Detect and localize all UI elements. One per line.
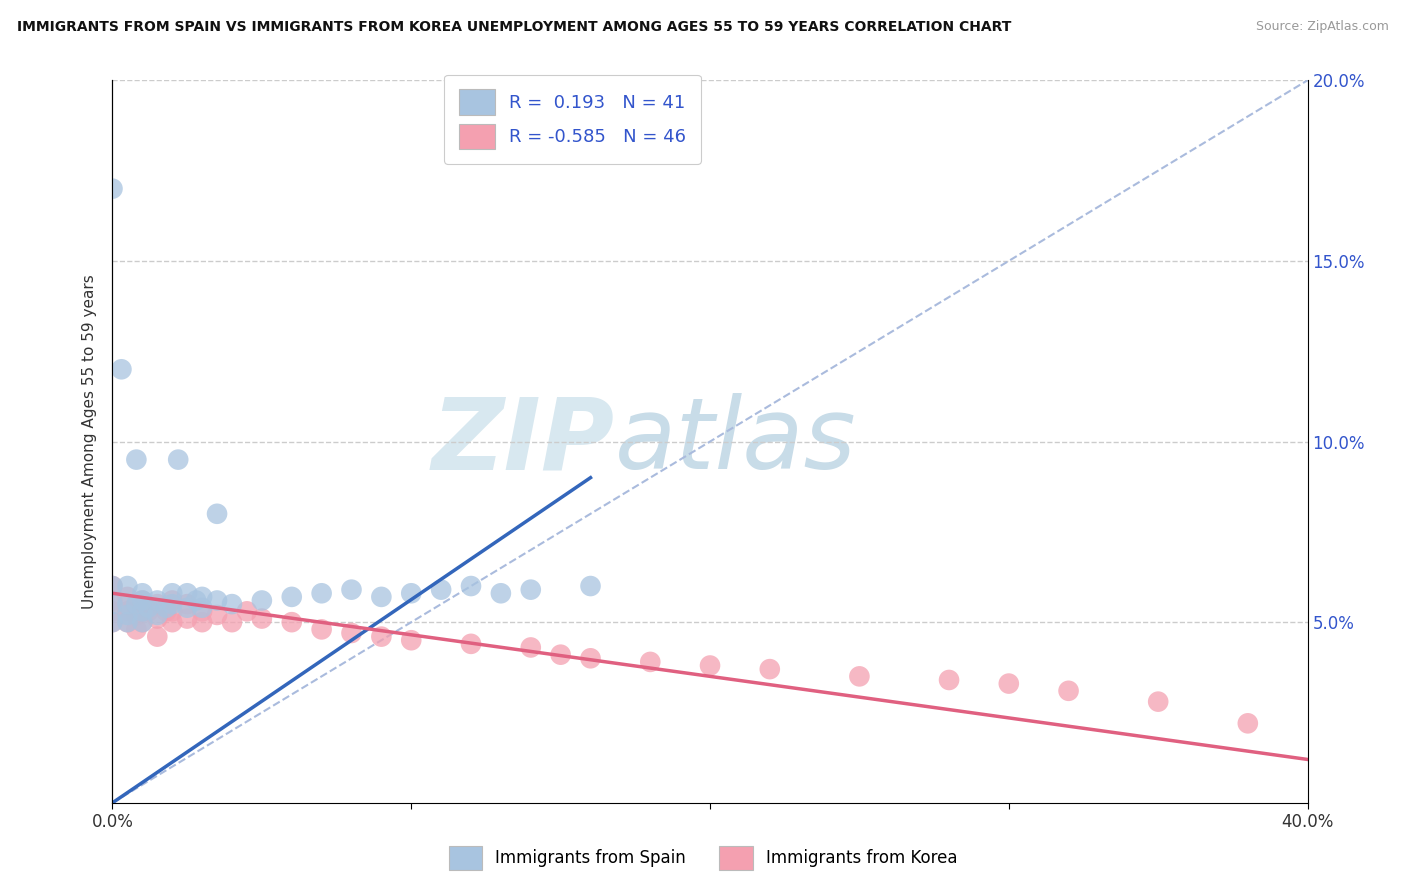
Point [579, 579, 602, 593]
Point [186, 593, 208, 607]
Point [311, 623, 333, 637]
Point [520, 582, 543, 597]
Point [162, 593, 183, 607]
Point [176, 600, 198, 615]
Point [117, 597, 139, 611]
Point [131, 593, 153, 607]
Point [101, 604, 124, 618]
Point [125, 597, 148, 611]
Point [520, 640, 543, 655]
Point [146, 593, 169, 607]
Point [117, 615, 139, 630]
Point [146, 607, 169, 622]
Point [460, 637, 482, 651]
Point [401, 633, 423, 648]
Point [117, 590, 139, 604]
Point [138, 604, 160, 618]
Point [131, 593, 153, 607]
Point [101, 579, 124, 593]
Point [938, 673, 960, 687]
Point [101, 615, 124, 630]
Point [191, 590, 214, 604]
Point [340, 582, 363, 597]
Point [146, 630, 169, 644]
Point [146, 611, 169, 625]
Text: IMMIGRANTS FROM SPAIN VS IMMIGRANTS FROM KOREA UNEMPLOYMENT AMONG AGES 55 TO 59 : IMMIGRANTS FROM SPAIN VS IMMIGRANTS FROM… [17, 20, 1011, 34]
Y-axis label: Unemployment Among Ages 55 to 59 years: Unemployment Among Ages 55 to 59 years [82, 274, 97, 609]
Point [101, 593, 124, 607]
Point [117, 607, 139, 622]
Point [998, 676, 1021, 690]
Point [131, 615, 153, 630]
Point [401, 586, 423, 600]
Point [191, 604, 214, 618]
Point [640, 655, 662, 669]
Point [191, 615, 214, 630]
Point [205, 507, 228, 521]
Point [191, 600, 214, 615]
Point [176, 597, 198, 611]
Point [579, 651, 602, 665]
Point [117, 604, 139, 618]
Legend: R =  0.193   N = 41, R = -0.585   N = 46: R = 0.193 N = 41, R = -0.585 N = 46 [444, 75, 700, 164]
Point [370, 590, 392, 604]
Point [176, 586, 198, 600]
Legend: Immigrants from Spain, Immigrants from Korea: Immigrants from Spain, Immigrants from K… [441, 839, 965, 877]
Text: atlas: atlas [614, 393, 856, 490]
Point [131, 604, 153, 618]
Point [155, 604, 177, 618]
Point [131, 615, 153, 630]
Point [131, 586, 153, 600]
Point [848, 669, 870, 683]
Point [205, 607, 228, 622]
Point [460, 579, 482, 593]
Point [221, 597, 243, 611]
Point [205, 593, 228, 607]
Point [162, 615, 183, 630]
Point [125, 452, 148, 467]
Point [281, 590, 304, 604]
Point [101, 182, 124, 196]
Point [250, 611, 273, 625]
Point [162, 586, 183, 600]
Point [759, 662, 782, 676]
Text: Source: ZipAtlas.com: Source: ZipAtlas.com [1256, 20, 1389, 33]
Point [162, 597, 183, 611]
Text: ZIP: ZIP [432, 393, 614, 490]
Point [489, 586, 512, 600]
Point [221, 615, 243, 630]
Point [125, 607, 148, 622]
Point [101, 597, 124, 611]
Point [1147, 695, 1170, 709]
Point [131, 604, 153, 618]
Point [281, 615, 304, 630]
Point [340, 626, 363, 640]
Point [550, 648, 572, 662]
Point [101, 615, 124, 630]
Point [167, 452, 190, 467]
Point [146, 597, 169, 611]
Point [125, 623, 148, 637]
Point [155, 600, 177, 615]
Point [101, 579, 124, 593]
Point [430, 582, 453, 597]
Point [236, 604, 259, 618]
Point [162, 604, 183, 618]
Point [117, 579, 139, 593]
Point [176, 611, 198, 625]
Point [117, 615, 139, 630]
Point [1057, 683, 1080, 698]
Point [1237, 716, 1260, 731]
Point [110, 362, 132, 376]
Point [311, 586, 333, 600]
Point [370, 630, 392, 644]
Point [250, 593, 273, 607]
Point [138, 600, 160, 615]
Point [699, 658, 721, 673]
